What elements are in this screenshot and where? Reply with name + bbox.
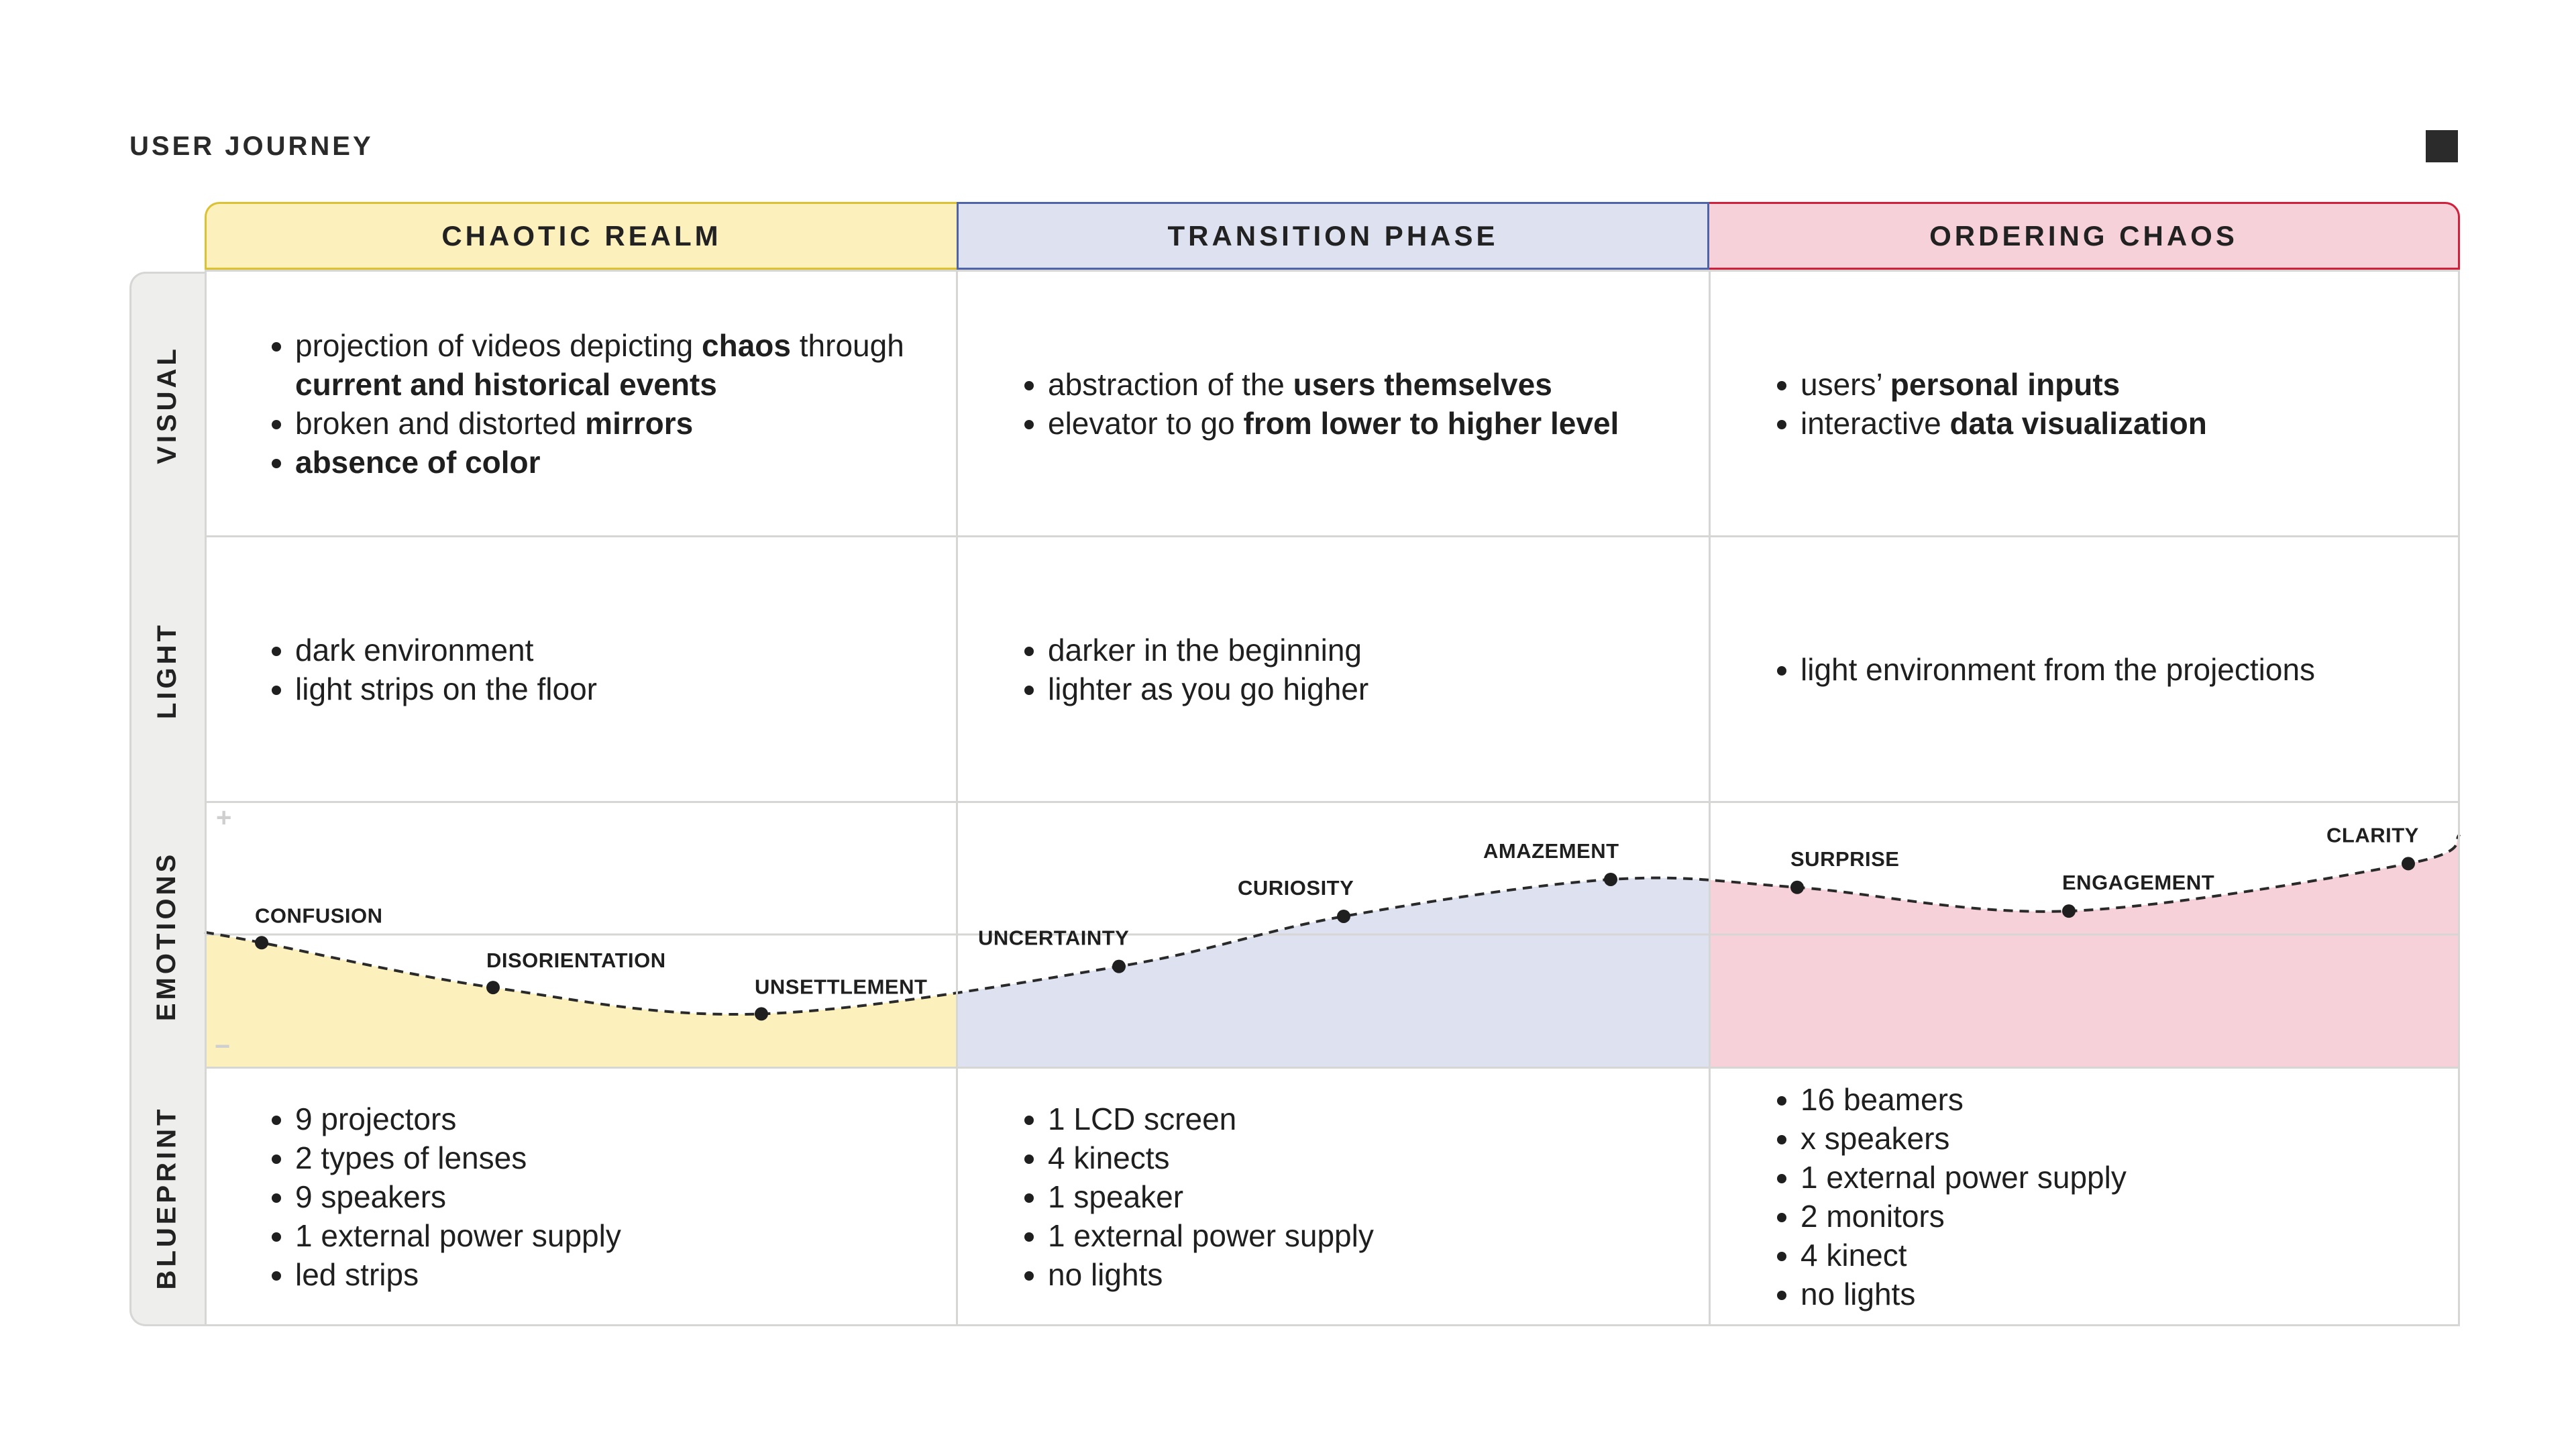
list-item: light environment from the projections xyxy=(1801,650,2315,689)
page-title: USER JOURNEY xyxy=(129,131,374,161)
list-item: 1 external power supply xyxy=(1801,1158,2127,1197)
emotion-point-clarity xyxy=(2402,857,2415,871)
emotion-label-curiosity: CURIOSITY xyxy=(1238,876,1354,900)
list-item: lighter as you go higher xyxy=(1048,669,1368,708)
list-item: projection of videos depicting chaos thr… xyxy=(295,326,953,404)
phase-header-ordering-chaos: ORDERING CHAOS xyxy=(1709,202,2460,270)
blueprint-list: 16 beamers x speakers 1 external power s… xyxy=(1760,1080,2127,1313)
visual-list: abstraction of the users themselveseleva… xyxy=(1008,365,1619,443)
visual-cell-ordering: users’ personal inputsinteractive data v… xyxy=(1760,272,2458,535)
list-item: darker in the beginning xyxy=(1048,631,1368,669)
text: elevator to go xyxy=(1048,405,1244,441)
column-divider xyxy=(1709,270,1711,1326)
list-item: 2 monitors xyxy=(1801,1197,2127,1236)
bold-text: personal inputs xyxy=(1890,366,2121,402)
text: projection of videos depicting xyxy=(295,327,702,363)
list-item: 1 speaker xyxy=(1048,1177,1374,1216)
emotion-point-engagement xyxy=(2062,904,2076,918)
emotion-point-amazement xyxy=(1604,872,1617,886)
light-list: light environment from the projections xyxy=(1760,650,2315,689)
light-cell-ordering: light environment from the projections xyxy=(1760,537,2458,801)
phase-header-transition-phase: TRANSITION PHASE xyxy=(957,202,1709,270)
list-item: 4 kinect xyxy=(1801,1236,2127,1275)
blueprint-cell-transition: 1 LCD screen 4 kinects 1 speaker 1 exter… xyxy=(1008,1069,1705,1324)
emotion-point-curiosity xyxy=(1337,909,1350,923)
emotion-area-phase-2 xyxy=(957,877,1710,1067)
list-item: 9 speakers xyxy=(295,1177,621,1216)
text: through xyxy=(791,327,904,363)
row-divider xyxy=(205,1067,2460,1069)
bold-text: from lower to higher level xyxy=(1243,405,1619,441)
light-list: darker in the beginning lighter as you g… xyxy=(1008,631,1368,708)
list-item: 1 LCD screen xyxy=(1048,1099,1374,1138)
column-divider xyxy=(956,270,958,1326)
blueprint-cell-ordering: 16 beamers x speakers 1 external power s… xyxy=(1760,1069,2458,1324)
visual-list: projection of videos depicting chaos thr… xyxy=(255,326,953,482)
row-divider xyxy=(205,535,2460,537)
plus-sign: + xyxy=(216,803,231,833)
visual-list: users’ personal inputsinteractive data v… xyxy=(1760,365,2207,443)
light-list: dark environment light strips on the flo… xyxy=(255,631,597,708)
visual-cell-chaotic: projection of videos depicting chaos thr… xyxy=(255,272,953,535)
emotion-label-amazement: AMAZEMENT xyxy=(1483,839,1619,863)
list-item: 1 external power supply xyxy=(295,1216,621,1255)
emotion-point-confusion xyxy=(255,936,268,950)
list-item: 9 projectors xyxy=(295,1099,621,1138)
bold-text: absence of color xyxy=(295,444,541,480)
bold-text: current and historical events xyxy=(295,366,717,402)
list-item: elevator to go from lower to higher leve… xyxy=(1048,404,1619,443)
emotion-label-surprise: SURPRISE xyxy=(1790,847,1899,871)
row-divider xyxy=(205,801,2460,803)
bold-text: data visualization xyxy=(1949,405,2207,441)
row-label-column xyxy=(129,272,205,1326)
bold-text: users themselves xyxy=(1293,366,1552,402)
list-item: broken and distorted mirrors xyxy=(295,404,953,443)
corner-square-icon xyxy=(2426,130,2458,162)
emotion-area-phase-3 xyxy=(1710,835,2460,1067)
list-item: abstraction of the users themselves xyxy=(1048,365,1619,404)
visual-cell-transition: abstraction of the users themselveseleva… xyxy=(1008,272,1705,535)
light-cell-transition: darker in the beginning lighter as you g… xyxy=(1008,537,1705,801)
emotion-point-unsettlement xyxy=(755,1007,768,1021)
emotion-label-uncertainty: UNCERTAINTY xyxy=(978,926,1129,950)
list-item: users’ personal inputs xyxy=(1801,365,2207,404)
emotion-point-uncertainty xyxy=(1112,959,1126,973)
emotion-label-disorientation: DISORIENTATION xyxy=(486,949,666,972)
text: interactive xyxy=(1801,405,1950,441)
journey-grid xyxy=(205,270,2460,1326)
bold-text: mirrors xyxy=(585,405,694,441)
emotion-label-confusion: CONFUSION xyxy=(255,904,383,927)
text: broken and distorted xyxy=(295,405,586,441)
text: abstraction of the xyxy=(1048,366,1293,402)
list-item: light strips on the floor xyxy=(295,669,597,708)
blueprint-cell-chaotic: 9 projectors 2 types of lenses 9 speaker… xyxy=(255,1069,953,1324)
list-item: dark environment xyxy=(295,631,597,669)
minus-sign: − xyxy=(215,1032,230,1061)
emotion-label-unsettlement: UNSETTLEMENT xyxy=(755,975,927,998)
light-cell-chaotic: dark environment light strips on the flo… xyxy=(255,537,953,801)
list-item: no lights xyxy=(1801,1275,2127,1313)
phase-header-chaotic-realm: CHAOTIC REALM xyxy=(205,202,957,270)
emotion-point-surprise xyxy=(1790,880,1804,894)
list-item: absence of color xyxy=(295,443,953,482)
emotion-area-phase-1 xyxy=(205,932,957,1067)
emotion-point-disorientation xyxy=(486,981,500,995)
list-item: interactive data visualization xyxy=(1801,404,2207,443)
list-item: 2 types of lenses xyxy=(295,1138,621,1177)
emotion-label-clarity: CLARITY xyxy=(2326,823,2419,847)
bold-text: chaos xyxy=(702,327,791,363)
emotion-curve xyxy=(204,833,2461,1016)
blueprint-list: 9 projectors 2 types of lenses 9 speaker… xyxy=(255,1099,621,1294)
list-item: led strips xyxy=(295,1255,621,1294)
blueprint-list: 1 LCD screen 4 kinects 1 speaker 1 exter… xyxy=(1008,1099,1374,1294)
list-item: 16 beamers xyxy=(1801,1080,2127,1119)
emotion-label-engagement: ENGAGEMENT xyxy=(2062,871,2214,894)
text: users’ xyxy=(1801,366,1890,402)
list-item: no lights xyxy=(1048,1255,1374,1294)
list-item: 1 external power supply xyxy=(1048,1216,1374,1255)
list-item: x speakers xyxy=(1801,1119,2127,1158)
list-item: 4 kinects xyxy=(1048,1138,1374,1177)
